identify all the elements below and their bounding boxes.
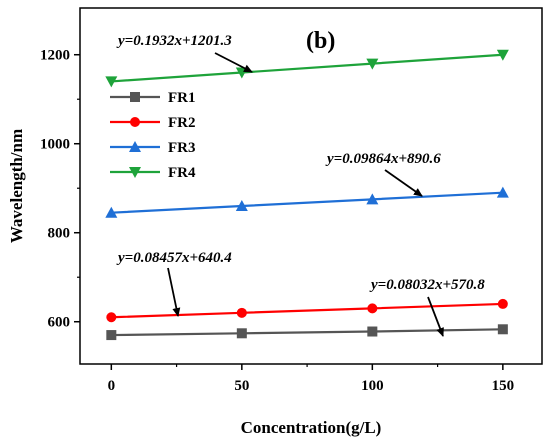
series-line-fr3 (111, 191, 503, 214)
y-tick-label: 800 (48, 226, 71, 242)
data-point-fr2 (367, 303, 378, 314)
data-point-fr2 (497, 298, 508, 309)
annotation-arrow-fr3 (384, 169, 423, 197)
legend-label-fr1: FR1 (168, 90, 196, 106)
data-point-fr1 (106, 330, 117, 341)
legend-marker-fr3 (129, 141, 141, 152)
x-axis-ticks: 0 50 100 150 (108, 364, 515, 394)
series-line-fr2 (111, 302, 503, 319)
data-point-fr3 (496, 186, 509, 198)
legend: FR1 FR2 FR3 FR4 (110, 90, 196, 181)
y-tick-label: 600 (48, 315, 71, 331)
data-point-fr3 (105, 206, 118, 218)
annotation-fr2: y=0.08457x+640.4 (116, 250, 232, 266)
plot-frame (79, 7, 543, 365)
data-point-fr1 (367, 326, 378, 337)
series-line-fr4 (111, 53, 503, 83)
data-point-fr3 (366, 193, 379, 205)
legend-marker-fr1 (130, 92, 140, 102)
data-point-fr1 (497, 324, 508, 335)
legend-marker-fr2 (130, 117, 140, 127)
annotation-arrow-fr4 (214, 52, 253, 73)
y-axis-ticks: 600 800 1000 1200 (40, 48, 80, 331)
data-point-fr2 (236, 307, 247, 318)
annotation-fr3: y=0.09864x+890.6 (325, 151, 441, 167)
annotation-fr4: y=0.1932x+1201.3 (116, 33, 232, 49)
data-point-fr4 (366, 58, 379, 70)
panel-label: (b) (306, 28, 335, 54)
x-axis-label: Concentration(g/L) (241, 418, 382, 437)
annotation-fr1: y=0.08032x+570.8 (369, 277, 485, 293)
data-point-fr3 (235, 200, 248, 212)
series-line-fr1 (111, 328, 503, 337)
legend-marker-fr4 (129, 167, 141, 178)
data-point-fr2 (106, 312, 117, 323)
equation-annotations: y=0.1932x+1201.3 y=0.09864x+890.6 y=0.08… (116, 33, 485, 337)
annotation-arrow-fr2 (167, 267, 181, 317)
y-axis-label: Wavelength/nm (7, 129, 26, 243)
x-tick-label: 0 (108, 378, 116, 394)
y-tick-label: 1000 (40, 137, 70, 153)
data-point-fr4 (496, 49, 509, 61)
legend-label-fr3: FR3 (168, 140, 196, 156)
series-layer (105, 49, 509, 341)
legend-label-fr2: FR2 (168, 115, 196, 131)
data-point-fr4 (105, 76, 118, 88)
x-tick-label: 50 (234, 378, 249, 394)
x-tick-label: 150 (492, 378, 515, 394)
y-tick-label: 1200 (40, 48, 70, 64)
annotation-arrow-fr1 (427, 296, 444, 337)
legend-label-fr4: FR4 (168, 165, 196, 181)
x-tick-label: 100 (361, 378, 384, 394)
data-point-fr1 (236, 328, 247, 339)
